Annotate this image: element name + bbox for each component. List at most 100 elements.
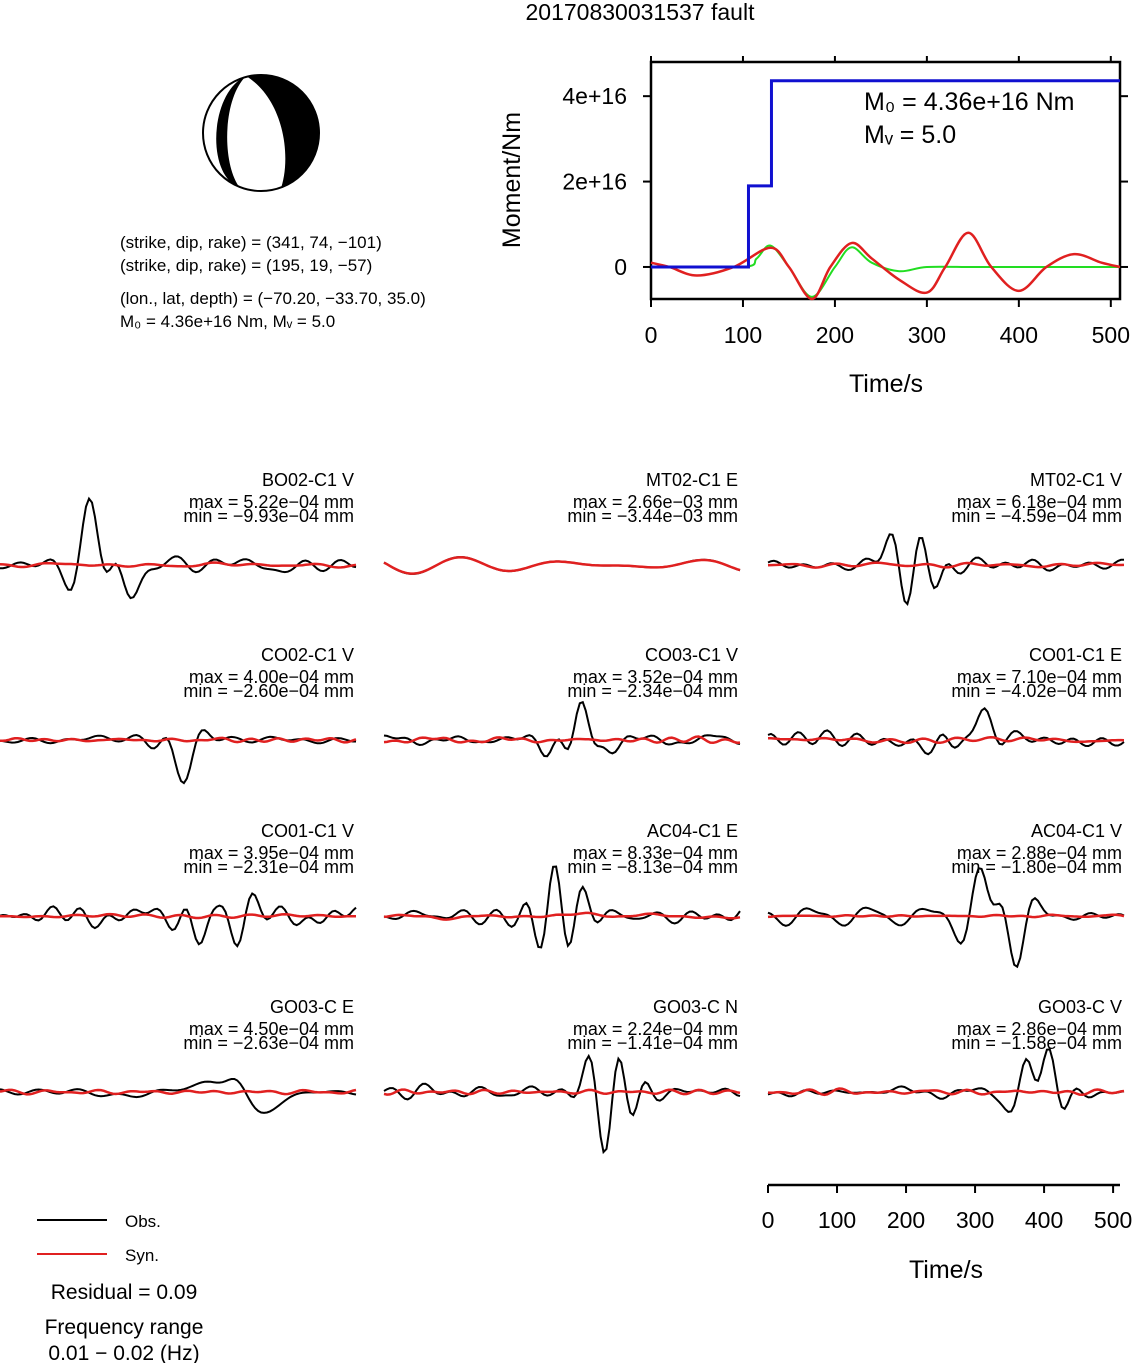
moment-x-tick-label: 200 [816,322,854,348]
mechanism-line-2: (strike, dip, rake) = (195, 19, −57) [120,256,372,275]
station-max-label: max = 5.22e−04 mm [189,492,354,512]
mechanism-line-1: (strike, dip, rake) = (341, 74, −101) [120,233,382,252]
observed-trace [767,533,1124,606]
synthetic-trace [767,561,1125,569]
synthetic-trace [383,1088,741,1096]
station-label: AC04-C1 V [1031,821,1122,841]
cumulative-moment-line [651,79,1120,269]
station-label: AC04-C1 E [647,821,738,841]
station-max-label: max = 8.33e−04 mm [573,843,738,863]
station-label: CO01-C1 E [1029,645,1122,665]
synthetic-trace [767,1087,1125,1097]
station-max-label: max = 4.00e−04 mm [189,667,354,687]
station-min-label: min = −4.02e−04 mm [951,681,1122,701]
legend: Obs. Syn. Residual = 0.09 Frequency rang… [37,1212,203,1363]
synthetic-trace [0,736,357,744]
synthetic-trace [383,735,741,745]
synthetic-trace [0,912,356,920]
station-min-label: min = −2.63e−04 mm [183,1033,354,1053]
station-label: CO02-C1 V [261,645,354,665]
synthetic-trace [383,556,741,575]
station-max-label: max = 3.95e−04 mm [189,843,354,863]
synthetic-trace [0,1088,357,1096]
moment-x-tick-label: 400 [1000,322,1038,348]
station-label: MT02-C1 V [1030,470,1122,490]
station-label: GO03-C E [270,997,354,1017]
time-axis-tick-label: 300 [956,1207,994,1233]
moment-x-tick-label: 100 [724,322,762,348]
frequency-range-label: Frequency range [45,1316,204,1339]
time-axis-tick-label: 500 [1094,1207,1132,1233]
legend-syn-label: Syn. [125,1246,159,1265]
legend-obs-label: Obs. [125,1212,161,1231]
moment-chart-series [650,79,1121,301]
synthetic-trace [0,561,357,569]
residual-label: Residual = 0.09 [51,1281,198,1304]
moment-chart-green-trace [650,244,1120,298]
station-min-label: min = −3.44e−03 mm [567,506,738,526]
moment-x-tick-label: 500 [1092,322,1130,348]
observed-trace [0,1078,357,1114]
station-label: MT02-C1 E [646,470,738,490]
station-min-label: min = −8.13e−04 mm [567,857,738,877]
time-axis-tick-label: 100 [818,1207,856,1233]
moment-annotation-mw: Mᵥ = 5.0 [864,121,956,149]
station-min-label: min = −2.31e−04 mm [183,857,354,877]
location-line: (lon., lat, depth) = (−70.20, −33.70, 35… [120,289,426,308]
station-label: GO03-C V [1038,997,1122,1017]
observed-trace [767,1048,1125,1113]
station-min-label: min = −1.80e−04 mm [951,857,1122,877]
station-max-label: max = 6.18e−04 mm [957,492,1122,512]
observed-trace [383,700,741,758]
time-axis-xlabel: Time/s [909,1256,983,1284]
observed-trace [0,892,357,948]
synthetic-trace [767,913,1125,919]
time-axis-tick-label: 400 [1025,1207,1063,1233]
figure-title: 20170830031537 fault [526,0,756,25]
station-min-label: min = −2.60e−04 mm [183,681,354,701]
station-max-label: max = 2.24e−04 mm [573,1019,738,1039]
synthetic-trace [768,735,1125,745]
moment-rate-chart: 0 100 200 300 400 500 0 2e+16 4e+16 M₀ = 4.36e+1… [498,56,1130,398]
station-max-label: max = 2.86e−04 mm [957,1019,1122,1039]
observed-trace [383,865,741,949]
station-label: CO03-C1 V [645,645,738,665]
station-label: CO01-C1 V [261,821,354,841]
station-min-label: min = −1.41e−04 mm [567,1033,738,1053]
station-max-label: max = 7.10e−04 mm [957,667,1122,687]
beachball [202,74,320,192]
moment-chart-ylabel: Moment/Nm [498,112,526,248]
frequency-range-value: 0.01 − 0.02 (Hz) [48,1342,199,1363]
moment-chart-xlabel: Time/s [849,370,923,398]
moment-y-tick-label: 4e+16 [562,83,627,109]
observed-trace [383,1053,741,1155]
station-max-label: max = 3.52e−04 mm [573,667,738,687]
station-max-label: max = 2.66e−03 mm [573,492,738,512]
moment-x-tick-label: 300 [908,322,946,348]
moment-chart-axes: 0 100 200 300 400 500 0 2e+16 4e+16 [562,56,1130,348]
station-label: BO02-C1 V [262,470,354,490]
mechanism-info: (strike, dip, rake) = (341, 74, −101) (s… [120,233,426,331]
beachball-outline [202,74,320,192]
moment-annotation-m0: M₀ = 4.36e+16 Nm [864,88,1075,116]
station-min-label: min = −4.59e−04 mm [951,506,1122,526]
time-axis-tick-label: 200 [887,1207,925,1233]
observed-trace [767,706,1125,756]
moment-y-tick-label: 0 [614,254,627,280]
synthetic-trace [383,911,741,921]
station-min-label: min = −2.34e−04 mm [567,681,738,701]
beachball-compression-sliver [216,76,246,188]
moment-y-tick-label: 2e+16 [562,169,627,195]
station-max-label: max = 2.88e−04 mm [957,843,1122,863]
station-label: GO03-C N [653,997,738,1017]
